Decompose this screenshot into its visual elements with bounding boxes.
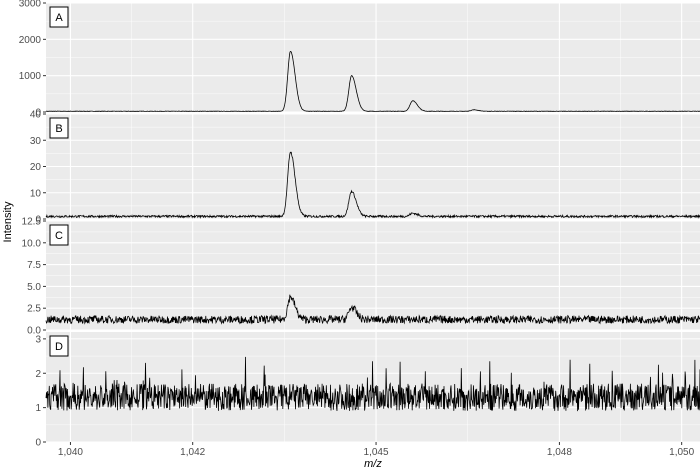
x-axis-title: m/z — [364, 458, 382, 470]
spectrum-line-panel-D — [45, 356, 700, 412]
y-tick-label: 5.0 — [27, 282, 41, 293]
panel-label: C — [55, 230, 63, 242]
y-tick-label: 10.0 — [22, 238, 42, 249]
y-tick-label: 2 — [35, 369, 41, 380]
y-tick-label: 2000 — [19, 35, 42, 46]
panel-label-box — [49, 117, 69, 139]
spectrum-line-panel-B — [45, 151, 700, 219]
panel-label: D — [55, 341, 63, 353]
y-tick-label: 20 — [30, 162, 42, 173]
y-tick-label: 12.5 — [22, 217, 42, 228]
y-tick-label: 7.5 — [27, 260, 41, 271]
y-tick-label: 2.5 — [27, 304, 41, 315]
panel-label-box — [49, 224, 69, 246]
y-tick-label: 0.0 — [27, 326, 41, 337]
panel-label: A — [55, 12, 63, 24]
y-tick-label: 10 — [30, 188, 42, 199]
y-tick-label: 0 — [35, 438, 41, 449]
y-tick-label: 1000 — [19, 71, 42, 82]
x-tick-label: 1,050 — [669, 447, 694, 458]
y-tick-label: 3 — [35, 334, 41, 345]
y-tick-label: 30 — [30, 136, 42, 147]
x-tick-label: 1,042 — [180, 447, 205, 458]
x-tick-label: 1,045 — [364, 447, 389, 458]
spectrum-line-panel-C — [45, 294, 700, 325]
x-tick-label: 1,040 — [58, 447, 83, 458]
panel-label-box — [49, 335, 69, 357]
y-tick-label: 1 — [35, 403, 41, 414]
x-tick-label: 1,048 — [547, 447, 572, 458]
panel-label-box — [49, 6, 69, 28]
y-tick-label: 3000 — [19, 0, 42, 10]
y-tick-label: 0 — [35, 215, 41, 226]
y-tick-label: 40 — [30, 110, 42, 121]
panel-label: B — [55, 123, 62, 135]
spectrum-line-panel-A — [45, 51, 700, 113]
y-tick-label: 0 — [35, 108, 41, 119]
y-axis-title: Intensity — [2, 201, 14, 242]
